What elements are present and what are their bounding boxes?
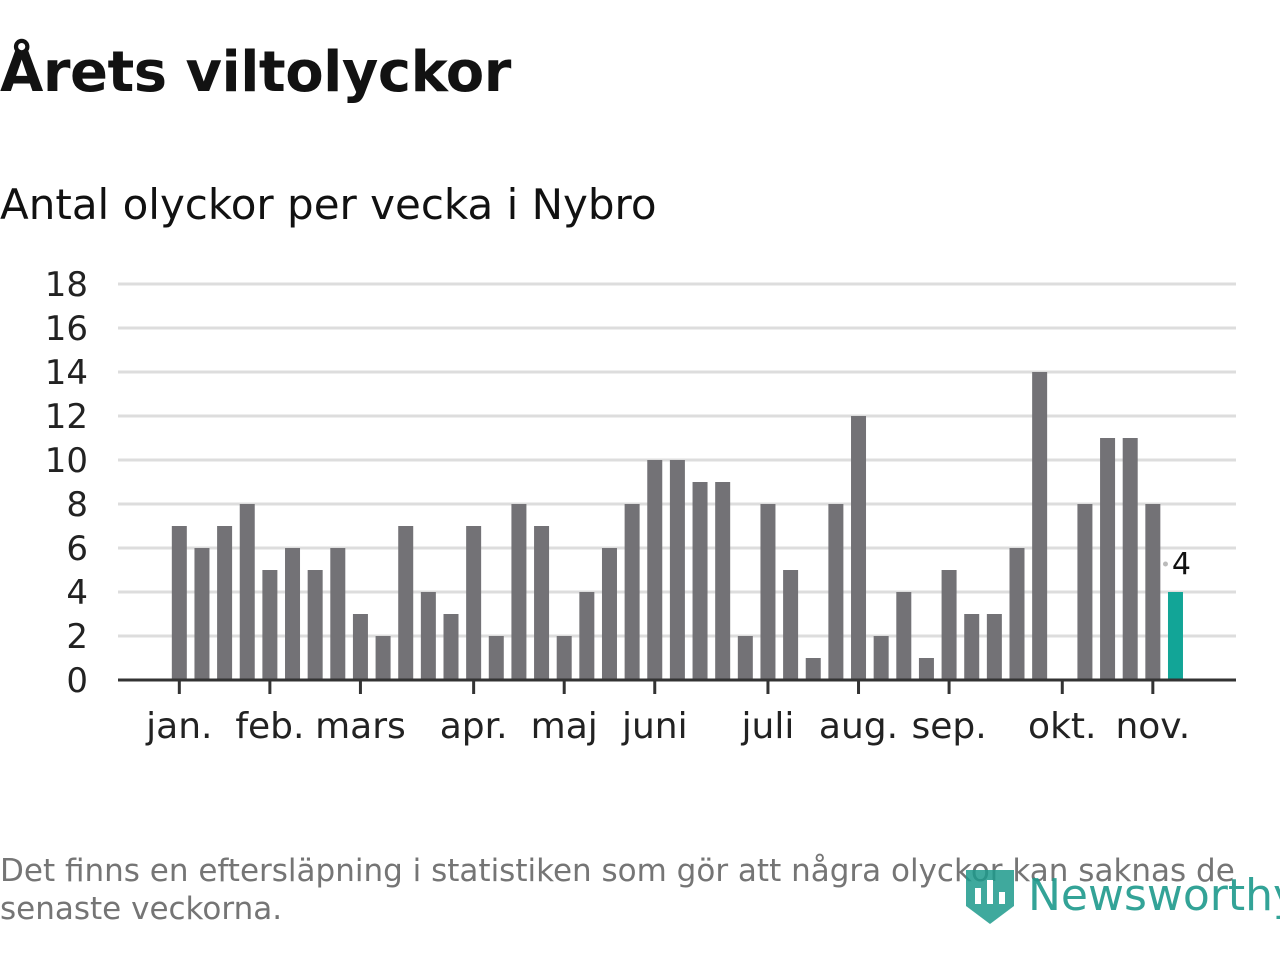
- footnote: Det finns en eftersläpning i statistiken…: [0, 853, 1235, 927]
- y-tick-label: 2: [66, 617, 88, 657]
- bar: [873, 636, 889, 680]
- bar: [647, 460, 663, 680]
- bar: [466, 526, 482, 680]
- bar: [262, 570, 278, 680]
- x-tick-label: juli: [741, 706, 795, 747]
- bar: [1167, 592, 1183, 680]
- x-tick-label: aug.: [819, 706, 898, 747]
- bar: [534, 526, 550, 680]
- data-label: 4: [1172, 547, 1191, 582]
- bar: [1122, 438, 1138, 680]
- bar: [307, 570, 323, 680]
- x-tick-label: feb.: [235, 706, 304, 747]
- bar: [601, 548, 617, 680]
- y-tick-label: 12: [45, 397, 88, 437]
- bar: [171, 526, 187, 680]
- bar: [488, 636, 504, 680]
- x-tick-label: maj: [531, 706, 598, 747]
- bar: [1100, 438, 1116, 680]
- brand-logo: Newsworthy: [962, 860, 1280, 930]
- bar: [398, 526, 414, 680]
- bar: [1032, 372, 1048, 680]
- bar: [896, 592, 912, 680]
- bar: [1145, 504, 1161, 680]
- x-tick-label: sep.: [911, 706, 986, 747]
- bar: [285, 548, 301, 680]
- y-tick-label: 0: [66, 661, 88, 701]
- x-tick-label: juni: [621, 706, 688, 747]
- bar: [918, 658, 934, 680]
- bar: [239, 504, 255, 680]
- bar: [941, 570, 957, 680]
- x-tick-label: apr.: [440, 706, 508, 747]
- brand-name: Newsworthy: [1028, 869, 1280, 921]
- chart-subtitle: Antal olyckor per vecka i Nybro: [0, 180, 657, 229]
- bar: [217, 526, 233, 680]
- data-label-marker: [1162, 561, 1168, 567]
- bar: [443, 614, 459, 680]
- chart-title: Årets viltolyckor: [0, 40, 511, 105]
- bar: [375, 636, 391, 680]
- bar: [783, 570, 799, 680]
- y-tick-label: 16: [45, 309, 88, 349]
- bar: [737, 636, 753, 680]
- y-tick-label: 8: [66, 485, 88, 525]
- bar: [692, 482, 708, 680]
- bar: [511, 504, 527, 680]
- bar: [1009, 548, 1025, 680]
- bars: [171, 372, 1183, 680]
- bar: [964, 614, 980, 680]
- bar: [420, 592, 436, 680]
- x-tick-label: jan.: [145, 706, 212, 747]
- bar: [760, 504, 776, 680]
- y-tick-label: 4: [66, 573, 88, 613]
- bar: [851, 416, 867, 680]
- x-tick-label: nov.: [1115, 706, 1190, 747]
- x-tick-label: mars: [315, 706, 406, 747]
- x-axis-ticks: jan. feb. mars apr. maj juni juli aug. sep. okt. n…: [145, 680, 1190, 747]
- bar: [828, 504, 844, 680]
- y-tick-label: 14: [45, 353, 88, 393]
- bar: [986, 614, 1002, 680]
- bar: [1077, 504, 1093, 680]
- bar: [579, 592, 595, 680]
- x-tick-label: okt.: [1028, 706, 1096, 747]
- bar: [330, 548, 346, 680]
- y-tick-label: 18: [45, 265, 88, 305]
- bar: [556, 636, 572, 680]
- bar: [805, 658, 821, 680]
- bar: [352, 614, 368, 680]
- y-tick-label: 6: [66, 529, 88, 569]
- y-tick-label: 10: [45, 441, 88, 481]
- bar: [194, 548, 210, 680]
- data-labels: 4: [1162, 547, 1191, 582]
- bar: [669, 460, 685, 680]
- newsworthy-chart-logo-icon: [966, 870, 1014, 924]
- bar: [715, 482, 731, 680]
- bar: [624, 504, 640, 680]
